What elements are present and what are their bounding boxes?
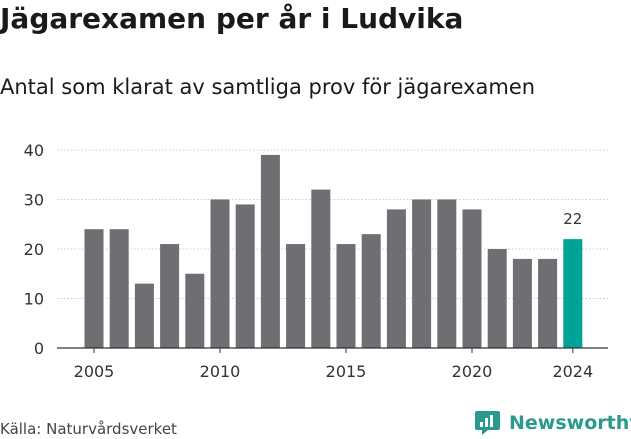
bar bbox=[160, 244, 180, 348]
bar bbox=[412, 199, 432, 348]
bar bbox=[462, 209, 482, 348]
y-tick-label: 30 bbox=[24, 191, 44, 210]
x-tick-label: 2005 bbox=[74, 362, 115, 380]
bar bbox=[361, 234, 381, 348]
x-tick-label: 2010 bbox=[200, 362, 241, 380]
data-label: 22 bbox=[563, 210, 582, 228]
brand-name: Newsworthy bbox=[509, 411, 631, 434]
bar bbox=[437, 199, 457, 348]
bar bbox=[235, 204, 255, 348]
bar bbox=[286, 244, 306, 348]
bar bbox=[185, 273, 205, 348]
bar bbox=[538, 258, 558, 348]
x-tick-label: 2024 bbox=[552, 362, 593, 380]
chart-subtitle: Antal som klarat av samtliga prov för jä… bbox=[0, 75, 536, 99]
bar bbox=[134, 283, 154, 348]
y-tick-label: 0 bbox=[34, 339, 44, 358]
bar bbox=[336, 244, 356, 348]
newsworthy-logo-icon bbox=[475, 411, 500, 435]
y-tick-label: 40 bbox=[24, 141, 44, 160]
source-note: Källa: Naturvårdsverket bbox=[0, 420, 177, 438]
x-tick-label: 2015 bbox=[326, 362, 367, 380]
bar bbox=[512, 258, 532, 348]
newsworthy-logo[interactable]: Newsworthy bbox=[474, 409, 631, 436]
y-tick-label: 20 bbox=[24, 240, 44, 259]
bar bbox=[386, 209, 406, 348]
bar bbox=[109, 229, 129, 348]
bar bbox=[311, 189, 331, 348]
y-tick-label: 10 bbox=[24, 290, 44, 309]
x-tick-label: 2020 bbox=[452, 362, 493, 380]
bar bbox=[84, 229, 104, 348]
bar-chart: 0 10 20 30 40 22 2005 2010 2015 2020 2024 bbox=[24, 141, 608, 380]
bar bbox=[260, 154, 280, 348]
bar bbox=[487, 249, 507, 348]
chart-title: Jägarexamen per år i Ludvika bbox=[0, 2, 464, 35]
bar bbox=[563, 239, 583, 348]
bar bbox=[210, 199, 230, 348]
